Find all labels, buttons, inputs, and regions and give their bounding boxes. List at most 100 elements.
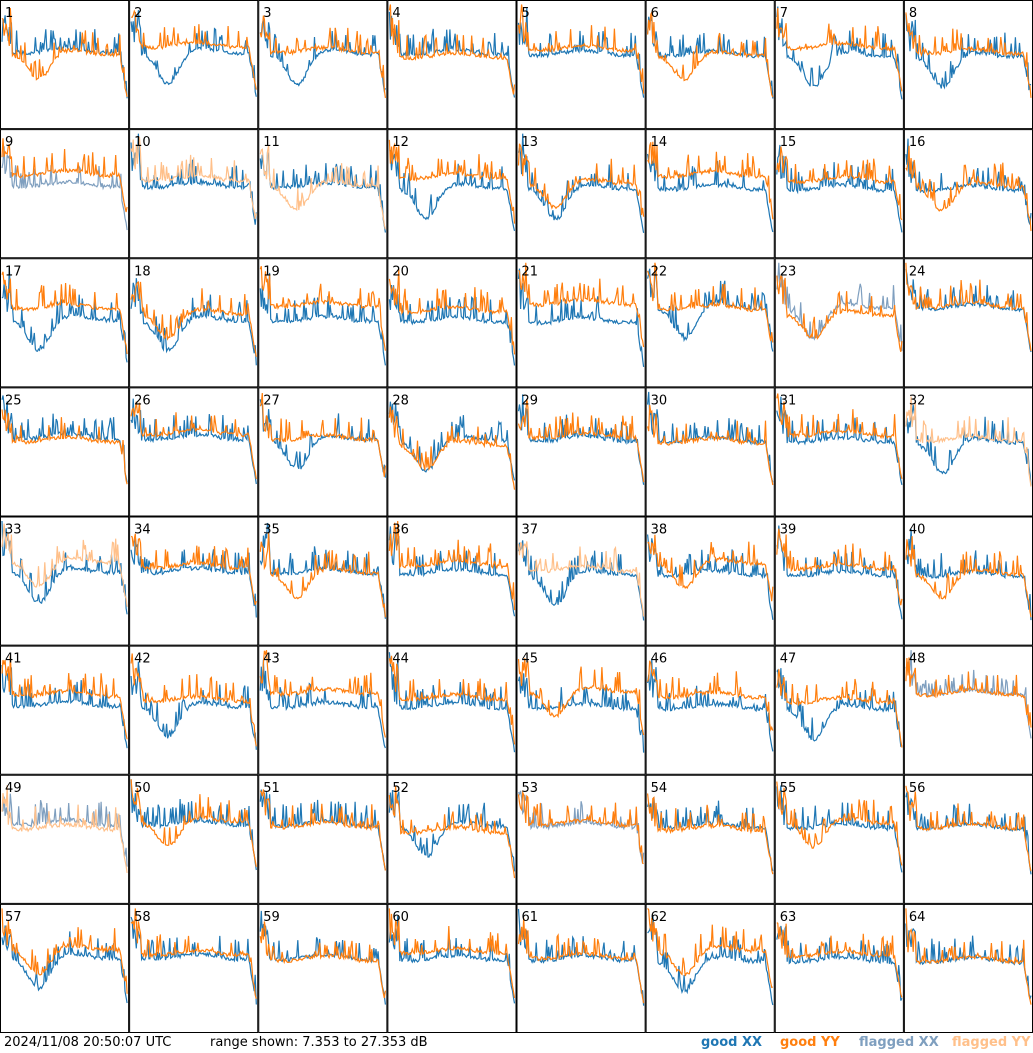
panel-frame xyxy=(129,0,259,130)
panel-frame xyxy=(774,645,904,775)
panel-32: 32 xyxy=(903,387,1033,517)
panel-46-good-yy-line xyxy=(647,660,774,732)
panel-36-good-xx-line xyxy=(388,526,516,617)
panel-44-good-xx-line xyxy=(388,652,516,753)
panel-21: 21 xyxy=(516,258,646,388)
panel-9: 9 xyxy=(0,129,130,259)
panel-49-flagged-yy-line xyxy=(1,785,128,873)
panel-28-good-yy-line xyxy=(388,406,516,490)
panel-47-good-xx-line xyxy=(776,668,903,748)
panel-frame xyxy=(645,516,775,646)
panel-8: 8 xyxy=(903,0,1033,130)
panel-label: 62 xyxy=(651,910,668,925)
panel-52-good-xx-line xyxy=(388,789,516,872)
panel-frame xyxy=(129,516,259,646)
panel-41-good-yy-line xyxy=(1,655,128,740)
panel-label: 52 xyxy=(392,781,409,796)
footer: 2024/11/08 20:50:07 UTC range shown: 7.3… xyxy=(0,1035,1033,1053)
panel-3: 3 xyxy=(258,0,388,130)
panel-label: 26 xyxy=(134,393,151,408)
panel-14-good-yy-line xyxy=(647,141,774,220)
panel-7-good-yy-line xyxy=(776,7,903,92)
panel-2-good-xx-line xyxy=(130,10,257,97)
panel-55-good-yy-line xyxy=(776,781,903,866)
panel-label: 46 xyxy=(651,652,668,667)
panel-frame xyxy=(129,258,259,388)
panel-frame xyxy=(774,774,904,904)
panel-label: 6 xyxy=(651,6,659,21)
panel-label: 33 xyxy=(5,523,22,538)
panel-38: 38 xyxy=(645,516,775,646)
panel-frame xyxy=(516,0,646,130)
panel-13-good-xx-line xyxy=(517,133,645,234)
panel-label: 32 xyxy=(909,393,926,408)
legend-good-xx: good XX xyxy=(701,1035,763,1050)
panel-label: 51 xyxy=(263,781,280,796)
panel-frame xyxy=(645,387,775,517)
panel-label: 19 xyxy=(263,264,280,279)
panel-label: 20 xyxy=(392,264,409,279)
panel-52-good-yy-line xyxy=(388,785,516,879)
panel-20-good-yy-line xyxy=(388,269,516,355)
panel-1: 1 xyxy=(0,0,130,130)
panel-frame xyxy=(516,774,646,904)
panel-label: 17 xyxy=(5,264,22,279)
panel-34: 34 xyxy=(129,516,259,646)
panel-10-flagged-yy-line xyxy=(130,137,257,220)
panel-44-good-yy-line xyxy=(388,655,516,745)
panel-58-good-yy-line xyxy=(130,908,257,999)
panel-12-good-yy-line xyxy=(388,139,516,224)
panel-17: 17 xyxy=(0,258,130,388)
panel-37: 37 xyxy=(516,516,646,646)
panel-60-good-xx-line xyxy=(388,915,516,1004)
panel-label: 24 xyxy=(909,264,926,279)
legend-flagged-yy: flagged YY xyxy=(952,1035,1031,1050)
panel-58-good-xx-line xyxy=(130,916,257,1005)
panel-label: 4 xyxy=(392,6,400,21)
panel-34-good-yy-line xyxy=(130,533,257,606)
timestamp: 2024/11/08 20:50:07 UTC xyxy=(4,1035,172,1050)
panel-11-flagged-yy-line xyxy=(259,145,386,230)
panel-63: 63 xyxy=(774,903,904,1033)
panel-16: 16 xyxy=(903,129,1033,259)
panel-frame xyxy=(387,129,517,259)
panel-frame xyxy=(774,387,904,517)
panel-51: 51 xyxy=(258,774,388,904)
panel-label: 50 xyxy=(134,781,151,796)
panel-24: 24 xyxy=(903,258,1033,388)
panel-label: 28 xyxy=(392,393,409,408)
panel-label: 61 xyxy=(522,910,539,925)
panel-64: 64 xyxy=(903,903,1033,1033)
panel-46: 46 xyxy=(645,645,775,775)
panel-label: 47 xyxy=(780,652,797,667)
panel-35-good-yy-line xyxy=(259,533,386,618)
panel-4: 4 xyxy=(387,0,517,130)
panel-frame xyxy=(516,903,646,1033)
panel-39-good-xx-line xyxy=(776,525,903,620)
panel-18: 18 xyxy=(129,258,259,388)
panel-label: 8 xyxy=(909,6,917,21)
panel-frame xyxy=(774,129,904,259)
panel-21-good-xx-line xyxy=(517,268,645,367)
panel-35-good-xx-line xyxy=(259,522,386,619)
panel-frame xyxy=(903,645,1033,775)
panel-62: 62 xyxy=(645,903,775,1033)
panel-frame xyxy=(516,516,646,646)
panel-31: 31 xyxy=(774,387,904,517)
panel-frame xyxy=(129,387,259,517)
panel-frame xyxy=(645,258,775,388)
panel-frame xyxy=(645,129,775,259)
panel-58: 58 xyxy=(129,903,259,1033)
panel-7: 7 xyxy=(774,0,904,130)
panel-label: 43 xyxy=(263,652,280,667)
panel-48-good-yy-line xyxy=(905,657,1032,728)
panel-40-good-yy-line xyxy=(905,536,1032,618)
panel-12-good-xx-line xyxy=(389,149,516,232)
panel-6-good-yy-line xyxy=(647,10,774,98)
panel-frame xyxy=(903,258,1033,388)
panel-28: 28 xyxy=(387,387,517,517)
panel-33-flagged-yy-line xyxy=(1,523,128,607)
panel-64-good-xx-line xyxy=(905,923,1032,1000)
panel-label: 42 xyxy=(134,652,151,667)
